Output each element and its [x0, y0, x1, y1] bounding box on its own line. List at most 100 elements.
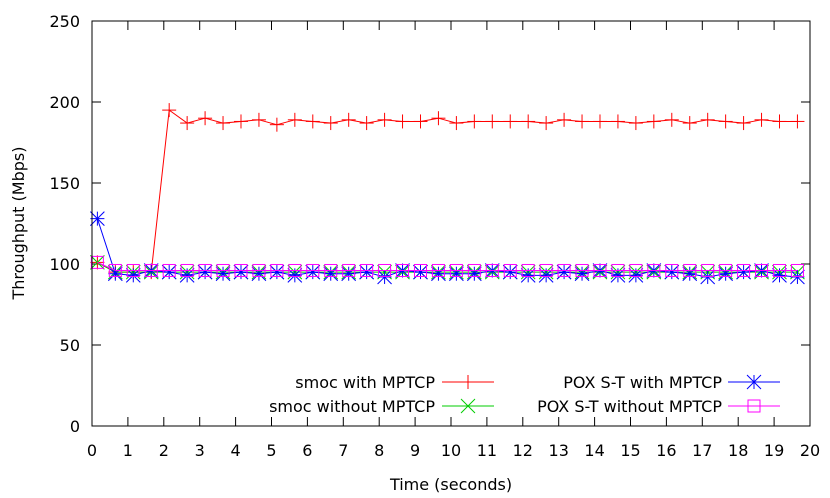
x-tick-label: 18: [728, 441, 748, 460]
data-point: [216, 116, 231, 131]
y-tick-label: 100: [49, 255, 80, 274]
x-tick-label: 7: [338, 441, 348, 460]
data-point: [431, 263, 445, 277]
data-point: [556, 264, 572, 280]
y-tick-label: 50: [60, 336, 80, 355]
data-point: [288, 263, 302, 277]
data-point: [646, 114, 661, 129]
legend-label: smoc without MPTCP: [269, 397, 435, 416]
data-point: [682, 116, 697, 131]
data-point: [557, 263, 571, 277]
x-tick-label: 11: [477, 441, 497, 460]
data-point: [665, 263, 679, 277]
data-point: [252, 263, 266, 277]
data-point: [592, 114, 607, 129]
data-point: [323, 266, 339, 282]
data-point: [503, 114, 518, 129]
data-point: [467, 263, 481, 277]
x-tick-label: 20: [800, 441, 820, 460]
y-axis-label: Throughput (Mbps): [9, 147, 28, 301]
legend-marker: [460, 398, 476, 414]
x-tick-label: 14: [584, 441, 604, 460]
data-point: [610, 114, 625, 129]
data-point: [485, 263, 499, 277]
data-point: [593, 263, 607, 277]
data-point: [413, 114, 428, 129]
data-point: [305, 114, 320, 129]
data-point: [378, 263, 392, 277]
data-point: [431, 111, 446, 126]
data-point: [359, 116, 374, 131]
data-point: [449, 263, 463, 277]
data-point: [270, 263, 284, 277]
data-point: [628, 116, 643, 131]
chart-legend: smoc with MPTCP smoc without MPTCP POX S-T…: [269, 373, 780, 416]
data-point: [251, 266, 267, 282]
data-point: [772, 263, 786, 277]
data-point: [719, 263, 733, 277]
data-point: [772, 114, 787, 129]
x-tick-label: 10: [441, 441, 461, 460]
data-point: [521, 114, 536, 129]
data-point: [413, 263, 427, 277]
plot-frame: [91, 20, 811, 427]
data-point: [396, 263, 410, 277]
data-point: [718, 266, 733, 282]
data-point: [754, 112, 769, 127]
data-point: [233, 264, 249, 280]
data-point: [503, 263, 517, 277]
data-point: [180, 263, 194, 277]
data-point: [215, 266, 231, 282]
y-tick-label: 0: [70, 417, 80, 436]
data-point: [126, 263, 140, 277]
x-axis-label: Time (seconds): [389, 475, 512, 494]
data-point: [269, 117, 284, 132]
x-tick-label: 4: [231, 441, 241, 460]
data-point: [610, 267, 626, 283]
x-tick-label: 5: [266, 441, 276, 460]
data-point: [611, 263, 625, 277]
data-point: [341, 266, 357, 282]
data-point: [737, 263, 751, 277]
data-point: [575, 114, 590, 129]
legend-marker: [747, 399, 761, 413]
data-point: [233, 114, 248, 129]
data-point: [287, 112, 302, 127]
legend-label: smoc with MPTCP: [295, 373, 435, 392]
data-point: [395, 114, 410, 129]
data-point: [467, 114, 482, 129]
data-point: [755, 263, 769, 277]
data-point: [718, 114, 733, 129]
data-point: [341, 112, 356, 127]
data-point: [431, 266, 446, 282]
data-point: [377, 112, 392, 127]
data-point: [323, 116, 338, 131]
legend-marker: [461, 375, 475, 389]
data-point: [736, 116, 751, 131]
data-point: [485, 114, 500, 129]
x-tick-label: 9: [410, 441, 420, 460]
legend-label: POX S-T without MPTCP: [537, 397, 722, 416]
x-tick-label: 19: [764, 441, 784, 460]
data-point: [269, 264, 285, 280]
series-line: [97, 261, 798, 273]
data-point: [144, 263, 158, 277]
x-tick-label: 3: [195, 441, 205, 460]
data-point: [736, 264, 751, 280]
data-point: [180, 116, 195, 131]
x-tick-label: 6: [302, 441, 312, 460]
data-point: [306, 263, 320, 277]
data-point: [90, 211, 105, 226]
data-point: [575, 263, 589, 277]
y-tick-label: 200: [49, 93, 80, 112]
x-tick-label: 2: [159, 441, 169, 460]
data-point: [360, 263, 374, 277]
data-point: [449, 266, 464, 282]
legend-label: POX S-T with MPTCP: [563, 373, 722, 392]
series-line: [96, 218, 798, 278]
y-tick-label: 250: [49, 12, 80, 31]
data-point: [162, 263, 176, 277]
x-tick-label: 15: [620, 441, 640, 460]
data-point: [216, 263, 230, 277]
